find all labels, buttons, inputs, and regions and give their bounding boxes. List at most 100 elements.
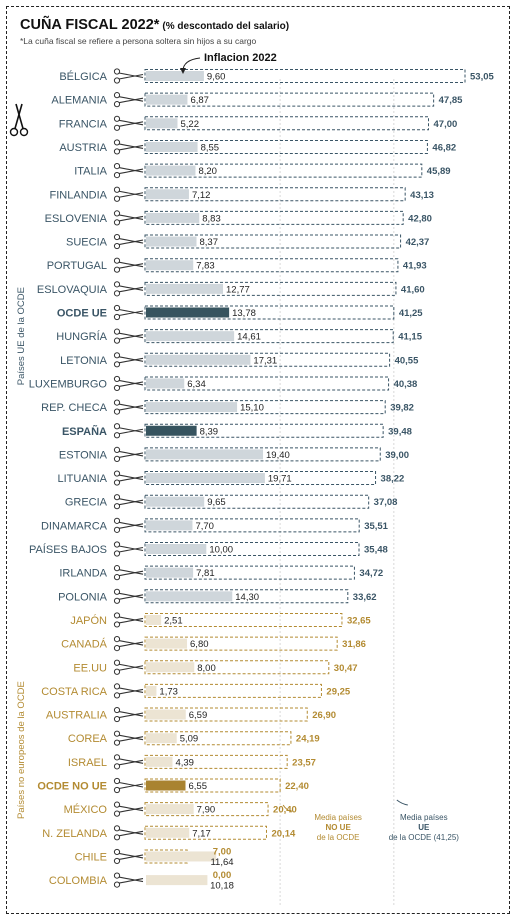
scissors-icon-part (113, 739, 121, 746)
scissors-icon-part (118, 640, 144, 646)
country-label: FRANCIA (59, 118, 108, 130)
scissors-icon (113, 92, 144, 108)
scissors-icon-part (118, 96, 144, 102)
scissors-icon-part (118, 474, 144, 481)
scissors-icon-part (113, 163, 121, 170)
scissors-icon-part (118, 476, 144, 482)
scissors-icon-part (113, 810, 121, 817)
inflation-bar (146, 94, 188, 105)
scissors-icon-part (113, 479, 121, 486)
country-label: GRECIA (65, 497, 108, 509)
inflation-bar (146, 614, 162, 625)
wedge-value-label: 45,89 (427, 166, 451, 177)
scissors-icon (113, 139, 144, 155)
scissors-icon (113, 517, 144, 533)
scissors-icon-part (113, 423, 121, 430)
scissors-icon-part (118, 499, 144, 506)
scissors-icon-part (118, 688, 144, 695)
scissors-icon (113, 186, 144, 202)
scissors-icon-part (118, 403, 144, 410)
inflation-bar (146, 141, 198, 152)
ref-note-eu: UE (418, 823, 430, 832)
title-text: CUÑA FISCAL 2022* (20, 17, 160, 33)
inflation-value-label: 7,70 (195, 521, 214, 532)
scissors-icon-part (113, 148, 121, 155)
scissors-icon-part (113, 494, 121, 501)
inflation-bar (146, 638, 188, 649)
country-label: OCDE NO UE (37, 781, 107, 793)
scissors-icon (113, 730, 144, 746)
wedge-outline (144, 447, 381, 462)
scissors-icon-part (118, 734, 144, 741)
country-label: N. ZELANDA (42, 828, 107, 840)
wedge-outline (144, 565, 355, 580)
scissors-icon-part (118, 405, 144, 411)
scissors-icon-part (113, 715, 121, 723)
ref-note-non-eu: de la OCDE (317, 833, 360, 842)
inflation-value-label: 14,61 (237, 332, 261, 343)
scissors-icon-part (113, 834, 121, 841)
scissors-icon-part (118, 263, 144, 269)
inflation-value-label: 15,10 (240, 403, 264, 414)
scissors-icon-part (113, 517, 121, 524)
inflation-bar (146, 118, 178, 129)
inflation-value-label: 8,00 (197, 663, 216, 674)
country-label: PAÍSES BAJOS (29, 543, 107, 556)
ref-note-arrow-non-eu (282, 804, 293, 813)
wedge-value-label: 41,93 (403, 261, 427, 272)
scissors-icon-part (118, 356, 144, 362)
scissors-icon-part (113, 777, 121, 785)
scissors-icon-part (113, 872, 121, 879)
wedge-outline (144, 116, 430, 131)
wedge-value-label: 34,72 (359, 568, 383, 579)
scissors-icon-part (118, 498, 144, 504)
inflation-value-label: 7,81 (196, 568, 215, 579)
wedge-outline (144, 376, 390, 391)
inflation-bar (146, 307, 230, 318)
inflation-value-label: 8,39 (200, 426, 219, 437)
inflation-value-label: 8,20 (198, 166, 217, 177)
scissors-icon-part (118, 168, 144, 175)
wedge-value-label: 41,60 (401, 284, 425, 295)
scissors-icon-part (113, 195, 121, 202)
inflation-value-label: 13,78 (232, 308, 256, 319)
scissors-icon-part (118, 758, 144, 764)
inflation-value-label: 8,83 (202, 213, 221, 224)
country-label: ITALIA (74, 166, 107, 178)
wedge-outline (144, 589, 349, 604)
scissors-icon-part (118, 286, 144, 293)
scissors-icon-part (118, 759, 144, 766)
scissors-icon-part (113, 526, 121, 533)
wedge-value-label: 32,65 (347, 615, 371, 626)
wedge-value-label: 41,15 (398, 332, 422, 343)
country-label: HUNGRÍA (56, 330, 107, 343)
inflation-value-label: 7,90 (197, 805, 216, 816)
chart-frame (6, 6, 510, 914)
wedge-outline (144, 825, 267, 840)
scissors-icon (113, 233, 144, 250)
footnote: *La cuña fiscal se refiere a persona sol… (20, 36, 257, 46)
inflation-value-label: 10,18 (210, 881, 234, 892)
scissors-icon-part (113, 683, 121, 690)
wedge-outline (144, 494, 370, 509)
scissors-icon-part (118, 452, 144, 458)
country-label: EE.UU (73, 662, 107, 674)
inflation-bar (146, 402, 238, 413)
wedge-outline (144, 352, 391, 367)
wedge-outline (144, 210, 404, 225)
inflation-value-label: 5,09 (180, 734, 199, 745)
scissors-icon-part (118, 167, 144, 173)
scissors-icon-part (113, 706, 121, 714)
scissors-icon (113, 163, 144, 179)
scissors-icon-part (118, 190, 144, 197)
wedge-outline (144, 660, 330, 675)
country-label: ESLOVAQUIA (37, 284, 108, 296)
scissors-icon-part (113, 470, 121, 477)
scissors-icon-part (113, 550, 121, 557)
country-label: COSTA RICA (41, 686, 107, 698)
scissors-icon-part (118, 238, 144, 244)
scissors-icon-part (118, 97, 144, 104)
inflation-value-label: 19,40 (266, 450, 290, 461)
scissors-icon-part (113, 328, 121, 335)
scissors-icon-part (113, 257, 121, 264)
